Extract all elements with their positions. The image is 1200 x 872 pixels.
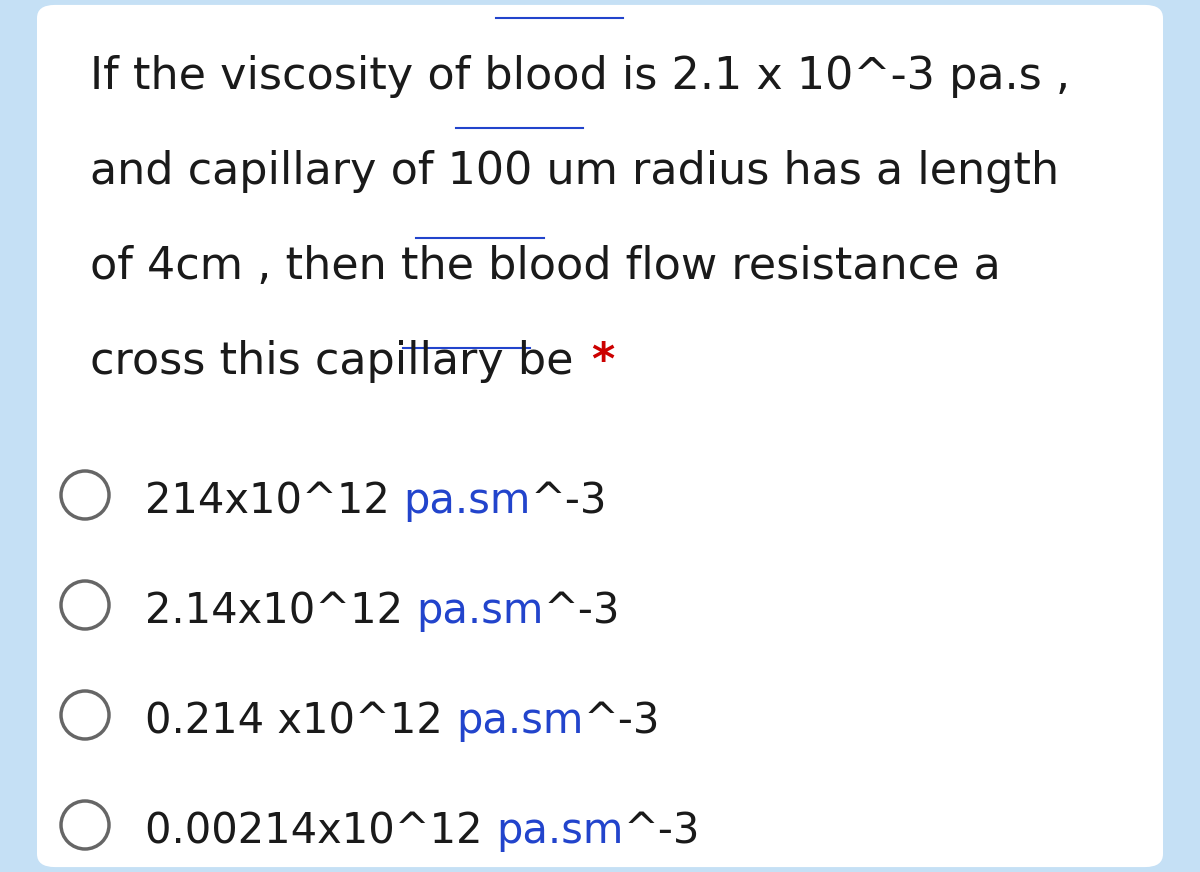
Text: ^-3: ^-3 bbox=[544, 590, 620, 632]
Text: ^-3: ^-3 bbox=[530, 480, 607, 522]
Text: 214x10^12: 214x10^12 bbox=[145, 480, 403, 522]
Text: *: * bbox=[592, 340, 614, 383]
Text: pa.sm: pa.sm bbox=[456, 700, 583, 742]
Text: 0.214 x10^12: 0.214 x10^12 bbox=[145, 700, 456, 742]
Text: of 4cm , then the blood flow resistance a: of 4cm , then the blood flow resistance … bbox=[90, 245, 1001, 288]
Text: pa.sm: pa.sm bbox=[403, 480, 530, 522]
Text: ^-3: ^-3 bbox=[583, 700, 660, 742]
Text: cross this capillary be: cross this capillary be bbox=[90, 340, 588, 383]
Text: and capillary of 100 um radius has a length: and capillary of 100 um radius has a len… bbox=[90, 150, 1060, 193]
Text: pa.sm: pa.sm bbox=[416, 590, 544, 632]
Text: 2.14x10^12: 2.14x10^12 bbox=[145, 590, 416, 632]
Text: pa.sm: pa.sm bbox=[496, 810, 623, 852]
Text: ^-3: ^-3 bbox=[623, 810, 700, 852]
Text: If the viscosity of blood is 2.1 x 10^-3 pa.s ,: If the viscosity of blood is 2.1 x 10^-3… bbox=[90, 55, 1070, 98]
Text: 0.00214x10^12: 0.00214x10^12 bbox=[145, 810, 496, 852]
